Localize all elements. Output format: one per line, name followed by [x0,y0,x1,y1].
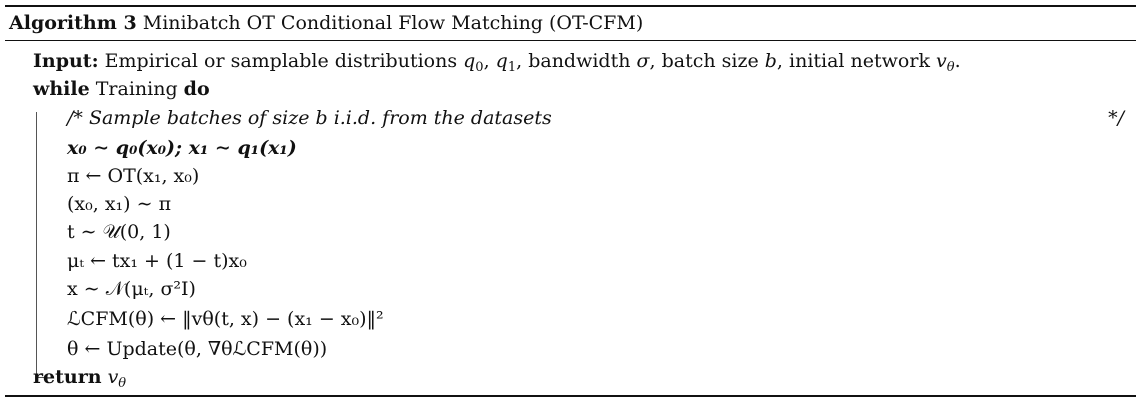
step-sample: x₀ ∼ q₀(x₀); x₁ ∼ q₁(x₁) [67,137,297,159]
step-pair-sample: (x₀, x₁) ∼ π [67,193,172,215]
input-comma: , [483,50,496,72]
input-text-a: Empirical or samplable distributions [104,50,464,72]
q0-subscript: 0 [475,60,484,75]
comment-close: */ [1108,107,1124,129]
comment-line: /* Sample batches of size b i.i.d. from … [67,107,552,129]
input-text-d: , initial network [776,50,937,72]
bottom-rule [5,395,1136,397]
return-value: v [107,366,119,388]
return-keyword: return [33,366,102,388]
v-subscript: θ [946,60,955,75]
b-symbol: b [764,50,777,72]
q0-symbol: q [463,50,476,72]
step-mean: μₜ ← tx₁ + (1 − t)x₀ [67,250,247,272]
while-condition: Training [89,78,184,100]
input-end: . [954,50,961,72]
while-line: while Training do [33,77,210,101]
step-time-sample: t ∼ 𝒰(0, 1) [67,221,171,243]
input-text-c: , batch size [649,50,765,72]
step-noise-sample: x ∼ 𝒩(μₜ, σ²I) [67,278,196,300]
q1-subscript: 1 [507,60,517,75]
caption-rule [5,40,1136,41]
sigma-symbol: σ [636,50,650,72]
do-keyword: do [183,78,210,100]
while-keyword: while [33,78,90,100]
input-keyword: Input: [33,50,99,72]
input-line: Input: Empirical or samplable distributi… [33,49,961,75]
while-scope-bar [36,112,37,378]
algorithm-label: Algorithm 3 [9,12,137,34]
input-text-b: , bandwidth [516,50,637,72]
step-update: θ ← Update(θ, ∇θℒCFM(θ)) [67,338,328,360]
return-line: return vθ [33,365,127,391]
step-loss: ℒCFM(θ) ← ‖vθ(t, x) − (x₁ − x₀)‖² [67,308,384,330]
v-symbol: v [936,50,947,72]
step-ot: π ← OT(x₁, x₀) [67,165,200,187]
q1-symbol: q [495,50,508,72]
algorithm-block: Algorithm 3 Minibatch OT Conditional Flo… [5,5,1136,397]
top-rule [5,5,1136,7]
return-value-subscript: θ [118,376,127,391]
algorithm-title: Minibatch OT Conditional Flow Matching (… [142,12,644,34]
algorithm-caption: Algorithm 3 Minibatch OT Conditional Flo… [9,11,643,35]
while-scope-foot [36,377,46,378]
